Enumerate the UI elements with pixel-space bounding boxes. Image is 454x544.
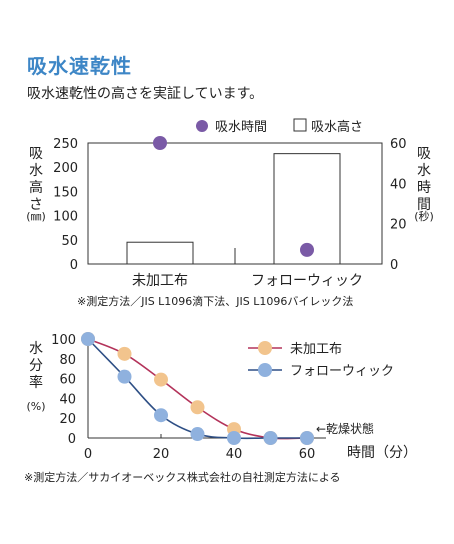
- left-tick-label: 100: [53, 210, 78, 225]
- section-heading: 吸水速乾性: [27, 54, 132, 78]
- purple-dot-icon: [196, 120, 208, 132]
- left-tick-label: 150: [53, 185, 78, 200]
- bar: [126, 241, 194, 265]
- left-tick-label: 0: [70, 258, 78, 273]
- left-tick-label: 200: [53, 161, 78, 176]
- left-tick-label: 50: [61, 234, 78, 249]
- svg-text:吸水時間: 吸水時間: [417, 146, 431, 213]
- right-tick-label: 0: [390, 258, 398, 273]
- section-subheading: 吸水速乾性の高さを実証しています。: [27, 86, 264, 102]
- data-point: [153, 136, 167, 150]
- legend-label-absorption-time: 吸水時間: [215, 120, 267, 135]
- left-axis-title: 吸水高さ (㎜): [26, 146, 46, 223]
- chart1-note: ※測定方法／JIS L1096滴下法、JIS L1096バイレック法: [77, 294, 353, 308]
- right-tick-label: 60: [390, 137, 407, 152]
- right-axis-unit: (秒): [414, 209, 434, 223]
- data-point: [300, 242, 314, 257]
- category-label: フォローウィック: [251, 273, 363, 289]
- right-tick-label: 20: [390, 218, 407, 233]
- legend-label-absorption-height: 吸水高さ: [311, 119, 363, 135]
- category-label: 未加工布: [132, 273, 188, 289]
- left-tick-label: 250: [53, 137, 78, 152]
- right-tick-label: 40: [390, 177, 407, 192]
- svg-text:吸水高さ: 吸水高さ: [29, 146, 43, 213]
- left-axis-unit: (㎜): [26, 210, 46, 223]
- white-square-icon: [293, 118, 307, 132]
- right-axis-title: 吸水時間 (秒): [414, 146, 434, 223]
